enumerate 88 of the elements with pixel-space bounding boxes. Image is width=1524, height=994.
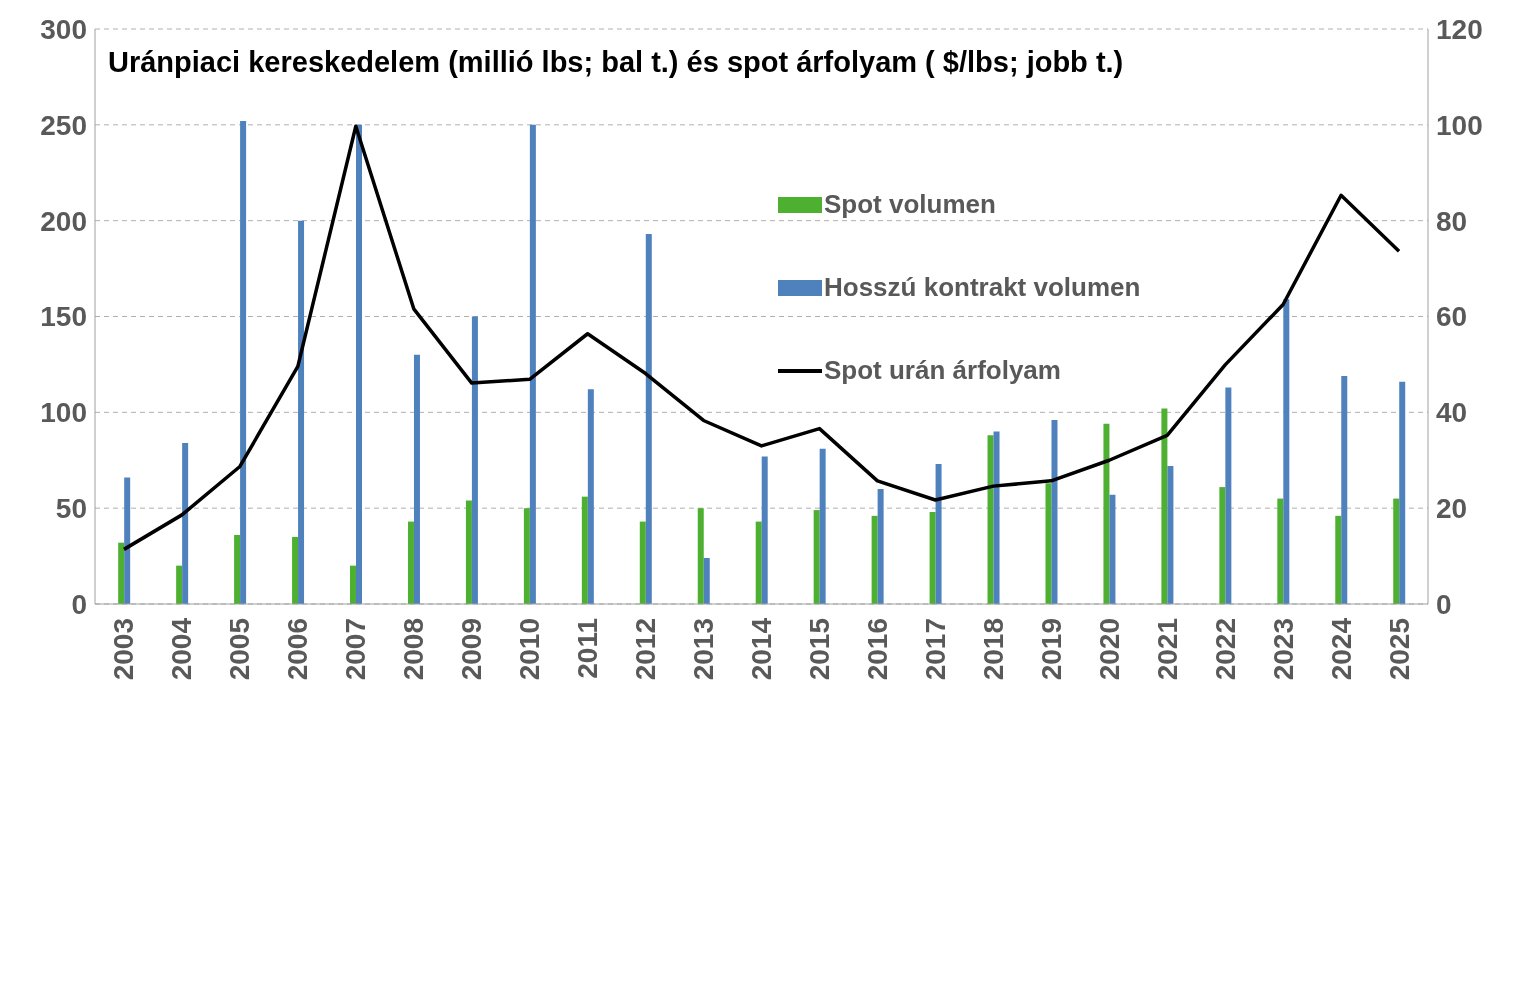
- x-tick-label: 2020: [1093, 618, 1125, 681]
- x-tick-label: 2022: [1209, 618, 1241, 681]
- bar: [529, 124, 536, 604]
- bar: [581, 496, 588, 604]
- bar: [465, 500, 472, 604]
- bar: [935, 464, 942, 604]
- bar: [871, 515, 878, 604]
- bar: [1109, 494, 1116, 604]
- text: Uránpiaci kereskedelem (millió lbs; bal t.) és spot árfolyam ( $/lbs; jobb t.): [108, 46, 1124, 79]
- bar: [471, 316, 478, 604]
- y-tick-label: 250: [40, 109, 87, 141]
- bar: [987, 435, 994, 604]
- y2-tick-label: 20: [1436, 493, 1468, 525]
- bar: [298, 220, 305, 604]
- bar: [176, 565, 183, 604]
- bar: [929, 512, 936, 604]
- x-tick-label: 2003: [108, 618, 140, 681]
- bar: [703, 558, 710, 604]
- bar: [1283, 299, 1290, 604]
- y2-tick-label: 60: [1436, 301, 1468, 333]
- bar: [645, 234, 652, 604]
- y-tick-label: 300: [40, 13, 87, 45]
- x-tick-label: 2008: [398, 618, 430, 681]
- bar: [639, 521, 646, 604]
- bar: [350, 565, 357, 604]
- bar: [356, 124, 363, 604]
- x-tick-label: 2016: [861, 618, 893, 681]
- bar: [413, 354, 420, 604]
- bar: [819, 448, 826, 604]
- x-tick-label: 2021: [1151, 618, 1183, 681]
- bar: [993, 431, 1000, 604]
- bar: [697, 508, 704, 604]
- bar: [1399, 381, 1406, 604]
- y2-tick-label: 80: [1436, 205, 1468, 237]
- bar: [182, 443, 189, 604]
- x-tick-label: 2018: [977, 618, 1009, 681]
- x-tick-label: 2009: [456, 618, 488, 681]
- line-series: [122, 124, 1401, 552]
- bar: [1045, 483, 1052, 604]
- bar: [813, 510, 820, 604]
- x-tick-label: 2012: [630, 618, 662, 681]
- y-tick-label: 0: [71, 588, 87, 620]
- y2-tick-label: 100: [1436, 109, 1483, 141]
- y2-tick-label: 120: [1436, 13, 1483, 45]
- x-tick-label: 2011: [572, 618, 604, 679]
- y-tick-label: 200: [40, 205, 87, 237]
- x-tick-label: 2005: [224, 618, 256, 681]
- bar: [523, 508, 530, 604]
- x-tick-label: 2006: [282, 618, 314, 681]
- bar: [1225, 387, 1232, 604]
- bar: [1103, 423, 1110, 604]
- x-tick-label: 2025: [1383, 618, 1415, 681]
- bar: [1277, 498, 1284, 604]
- bar: [587, 389, 594, 604]
- x-tick-label: 2010: [514, 618, 546, 681]
- x-tick-label: 2019: [1035, 618, 1067, 681]
- x-tick-label: 2023: [1267, 618, 1299, 681]
- legend-label: Spot volumen: [824, 189, 996, 220]
- bar: [1051, 420, 1058, 604]
- bar: [1161, 408, 1168, 604]
- bar: [1219, 487, 1226, 604]
- x-tick-label: 2015: [803, 618, 835, 681]
- y2-tick-label: 40: [1436, 397, 1468, 429]
- x-tick-label: 2007: [340, 618, 372, 681]
- x-tick-label: 2017: [919, 618, 951, 681]
- bar: [1393, 498, 1400, 604]
- bar: [761, 456, 768, 604]
- y-tick-label: 50: [55, 493, 87, 525]
- legend-label: Spot urán árfolyam: [824, 355, 1061, 386]
- x-tick-label: 2013: [688, 618, 720, 681]
- bar: [755, 521, 762, 604]
- bar: [1341, 375, 1348, 604]
- x-tick-label: 2004: [166, 617, 198, 681]
- x-tick-label: 2014: [746, 617, 777, 681]
- legend-label: Hosszú kontrakt volumen: [824, 272, 1141, 303]
- x-tick-label: 2024: [1325, 617, 1357, 681]
- bar: [1167, 466, 1174, 604]
- bar: [118, 542, 125, 604]
- y-tick-label: 150: [40, 301, 87, 333]
- bar: [292, 536, 299, 604]
- bar: [234, 535, 241, 604]
- bar: [877, 489, 884, 604]
- bar: [240, 121, 247, 604]
- bar: [124, 477, 131, 604]
- bar: [407, 521, 414, 604]
- y-tick-label: 100: [40, 397, 87, 429]
- y2-tick-label: 0: [1436, 588, 1452, 620]
- bar: [1335, 515, 1342, 604]
